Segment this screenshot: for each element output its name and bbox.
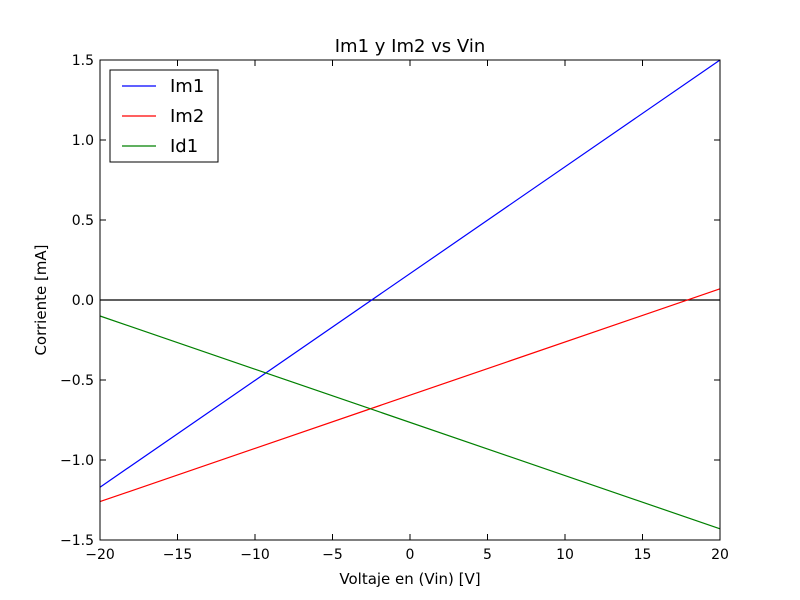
x-tick-label: 0: [406, 547, 415, 563]
legend-label-id1: Id1: [170, 136, 198, 157]
x-tick-label: 5: [483, 547, 492, 563]
legend-label-im2: Im2: [170, 106, 204, 127]
x-axis-title: Voltaje en (Vin) [V]: [339, 570, 480, 588]
x-tick-label: −20: [85, 547, 115, 563]
y-tick-label: −1.5: [60, 533, 94, 549]
x-tick-label: 15: [634, 547, 652, 563]
series-line-im1: [99, 59, 721, 488]
y-tick-label: −1.0: [60, 453, 94, 469]
y-tick-label: 1.5: [72, 53, 94, 69]
x-tick-label: 20: [711, 547, 729, 563]
x-tick-label: −5: [322, 547, 343, 563]
x-tick-label: −15: [163, 547, 193, 563]
series-line-im2: [99, 288, 721, 503]
legend-label-im1: Im1: [170, 76, 204, 97]
plot-lines: [99, 59, 721, 530]
x-tick-label: 10: [556, 547, 574, 563]
y-tick-label: 1.0: [72, 133, 94, 149]
x-tick-label: −10: [240, 547, 270, 563]
y-tick-label: 0.5: [72, 213, 94, 229]
y-tick-label: 0.0: [72, 293, 94, 309]
axis-ticks: −20 −15 −10 −5 0 5 10 15 20 1.5 1.0 0.5 0.0 −0.5 −1.0 −…: [60, 53, 729, 563]
chart-title: Im1 y Im2 vs Vin: [335, 36, 486, 57]
legend: Im1 Im2 Id1: [109, 69, 219, 163]
series-line-id1: [99, 315, 721, 530]
y-axis-title: Corriente [mA]: [32, 244, 50, 355]
y-tick-label: −0.5: [60, 373, 94, 389]
